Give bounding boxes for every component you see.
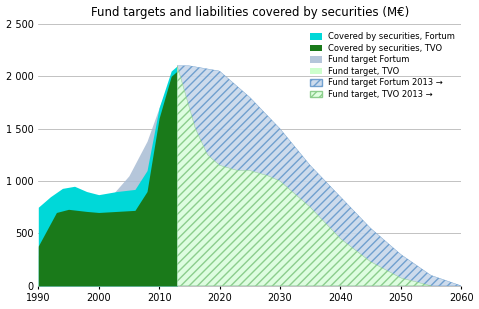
Legend: Covered by securities, Fortum, Covered by securities, TVO, Fund target Fortum, F: Covered by securities, Fortum, Covered b… <box>308 31 457 100</box>
Title: Fund targets and liabilities covered by securities (M€): Fund targets and liabilities covered by … <box>91 6 409 19</box>
